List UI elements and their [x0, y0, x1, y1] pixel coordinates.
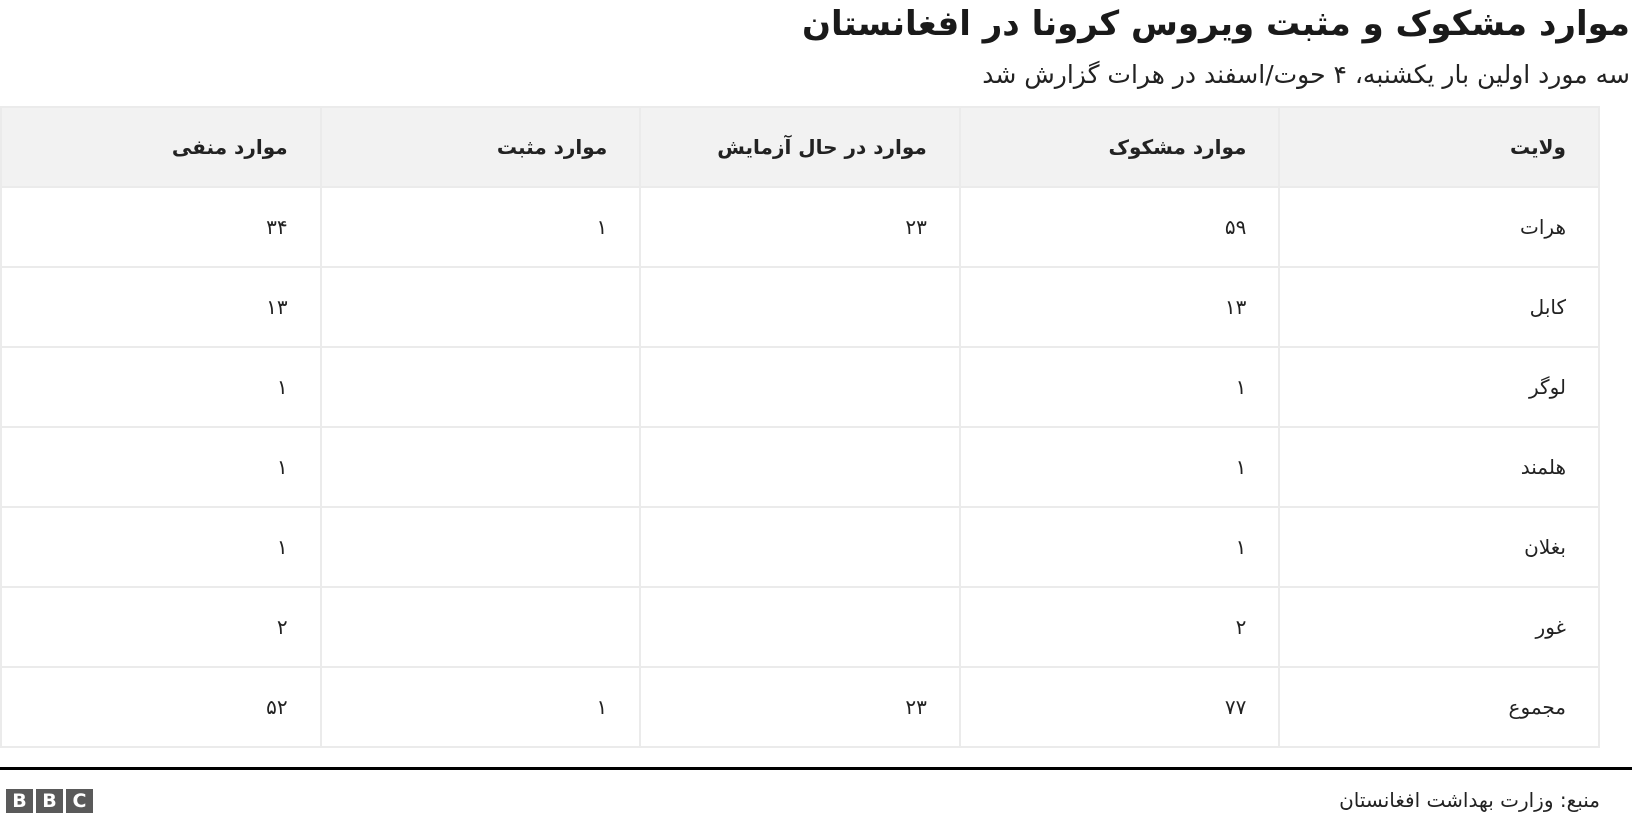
data-table: ولایت موارد مشکوک موارد در حال آزمایش موارد… — [0, 106, 1600, 748]
column-header: ولایت — [1278, 106, 1600, 188]
value-cell: ۱ — [319, 186, 642, 268]
chart-subtitle: سه مورد اولین بار یکشنبه، ۴ حوت/اسفند در… — [982, 60, 1630, 89]
value-cell: ۵۲ — [0, 666, 322, 748]
chart-title: موارد مشکوک و مثبت ویروس کرونا در افغانس… — [801, 4, 1630, 44]
province-cell: هلمند — [1278, 426, 1600, 508]
value-cell: ۱ — [958, 426, 1281, 508]
value-cell: ۱۳ — [958, 266, 1281, 348]
value-cell: ۱ — [0, 506, 322, 588]
value-cell: ۲۳ — [639, 186, 961, 268]
value-cell: ۷۷ — [958, 666, 1281, 748]
value-cell: ۱ — [958, 506, 1281, 588]
value-cell: ۱ — [319, 666, 642, 748]
table-header-row: ولایت موارد مشکوک موارد در حال آزمایش موارد… — [0, 106, 1600, 188]
value-cell: ۱ — [958, 346, 1281, 428]
table-row: بغلان ۱ ۱ — [0, 506, 1600, 588]
value-cell — [639, 506, 961, 588]
value-cell — [639, 586, 961, 668]
footer-divider — [0, 767, 1632, 770]
table-row: کابل ۱۳ ۱۳ — [0, 266, 1600, 348]
value-cell — [319, 586, 642, 668]
source-note: منبع: وزارت بهداشت افغانستان — [1339, 788, 1600, 812]
value-cell — [319, 506, 642, 588]
province-cell: هرات — [1278, 186, 1600, 268]
value-cell: ۵۹ — [958, 186, 1281, 268]
value-cell — [639, 426, 961, 508]
province-cell: کابل — [1278, 266, 1600, 348]
value-cell: ۱۳ — [0, 266, 322, 348]
value-cell — [319, 266, 642, 348]
column-header: موارد مشکوک — [958, 106, 1281, 188]
province-cell: مجموع — [1278, 666, 1600, 748]
value-cell: ۲ — [0, 586, 322, 668]
table-row: هرات ۵۹ ۲۳ ۱ ۳۴ — [0, 186, 1600, 268]
value-cell — [319, 346, 642, 428]
value-cell — [639, 346, 961, 428]
table-row: غور ۲ ۲ — [0, 586, 1600, 668]
value-cell: ۳۴ — [0, 186, 322, 268]
value-cell: ۱ — [0, 426, 322, 508]
province-cell: لوگر — [1278, 346, 1600, 428]
table-row: لوگر ۱ ۱ — [0, 346, 1600, 428]
table-row: هلمند ۱ ۱ — [0, 426, 1600, 508]
column-header: موارد در حال آزمایش — [639, 106, 961, 188]
province-cell: بغلان — [1278, 506, 1600, 588]
value-cell: ۲ — [958, 586, 1281, 668]
value-cell — [319, 426, 642, 508]
province-cell: غور — [1278, 586, 1600, 668]
column-header: موارد منفی — [0, 106, 322, 188]
value-cell — [639, 266, 961, 348]
value-cell: ۲۳ — [639, 666, 961, 748]
total-row: مجموع ۷۷ ۲۳ ۱ ۵۲ — [0, 666, 1600, 748]
column-header: موارد مثبت — [319, 106, 642, 188]
value-cell: ۱ — [0, 346, 322, 428]
